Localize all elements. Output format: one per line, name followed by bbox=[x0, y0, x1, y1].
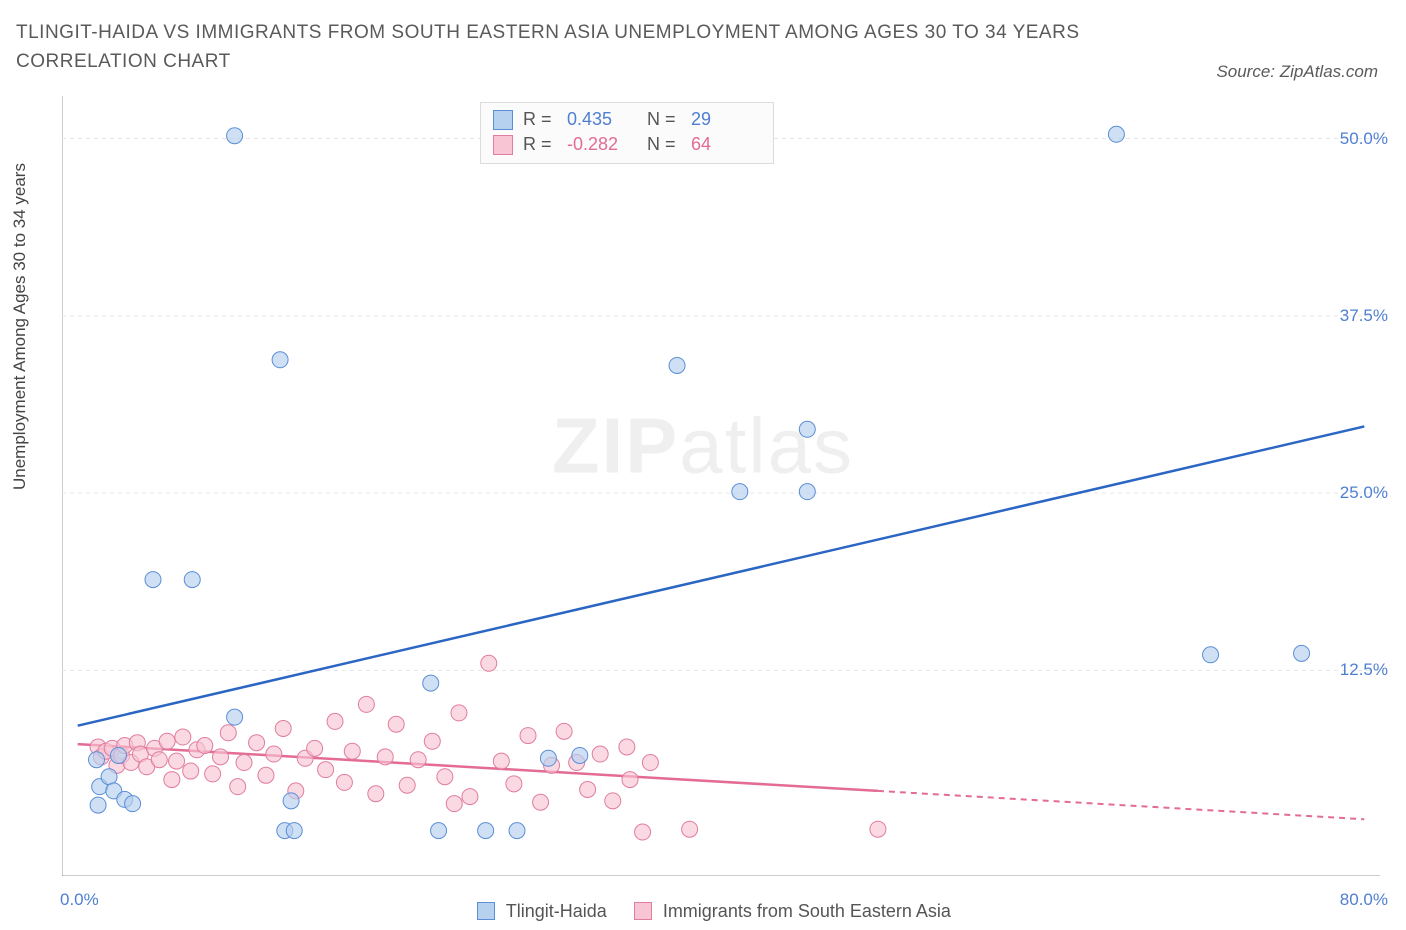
legend-label-a: Tlingit-Haida bbox=[506, 901, 607, 921]
swatch-series-b bbox=[634, 902, 652, 920]
series-legend: Tlingit-Haida Immigrants from South East… bbox=[0, 901, 1406, 922]
stats-row-series-a: R = 0.435 N = 29 bbox=[493, 107, 761, 132]
n-label: N = bbox=[647, 109, 681, 130]
source-attribution: Source: ZipAtlas.com bbox=[1216, 62, 1378, 82]
legend-label-b: Immigrants from South Eastern Asia bbox=[663, 901, 951, 921]
n-value-b: 64 bbox=[691, 134, 761, 155]
y-tick-label: 37.5% bbox=[1340, 306, 1388, 326]
swatch-series-a bbox=[477, 902, 495, 920]
stats-row-series-b: R = -0.282 N = 64 bbox=[493, 132, 761, 157]
r-label: R = bbox=[523, 109, 557, 130]
r-value-a: 0.435 bbox=[567, 109, 637, 130]
x-origin-label: 0.0% bbox=[60, 890, 99, 910]
r-value-b: -0.282 bbox=[567, 134, 637, 155]
scatter-plot bbox=[62, 96, 1380, 876]
stats-legend: R = 0.435 N = 29 R = -0.282 N = 64 bbox=[480, 102, 774, 164]
y-tick-label: 12.5% bbox=[1340, 660, 1388, 680]
y-axis-label: Unemployment Among Ages 30 to 34 years bbox=[10, 163, 30, 490]
n-value-a: 29 bbox=[691, 109, 761, 130]
x-max-label: 80.0% bbox=[1340, 890, 1388, 910]
y-tick-label: 25.0% bbox=[1340, 483, 1388, 503]
chart-title: TLINGIT-HAIDA VS IMMIGRANTS FROM SOUTH E… bbox=[16, 18, 1116, 77]
r-label: R = bbox=[523, 134, 557, 155]
y-tick-label: 50.0% bbox=[1340, 129, 1388, 149]
n-label: N = bbox=[647, 134, 681, 155]
swatch-series-b bbox=[493, 135, 513, 155]
swatch-series-a bbox=[493, 110, 513, 130]
